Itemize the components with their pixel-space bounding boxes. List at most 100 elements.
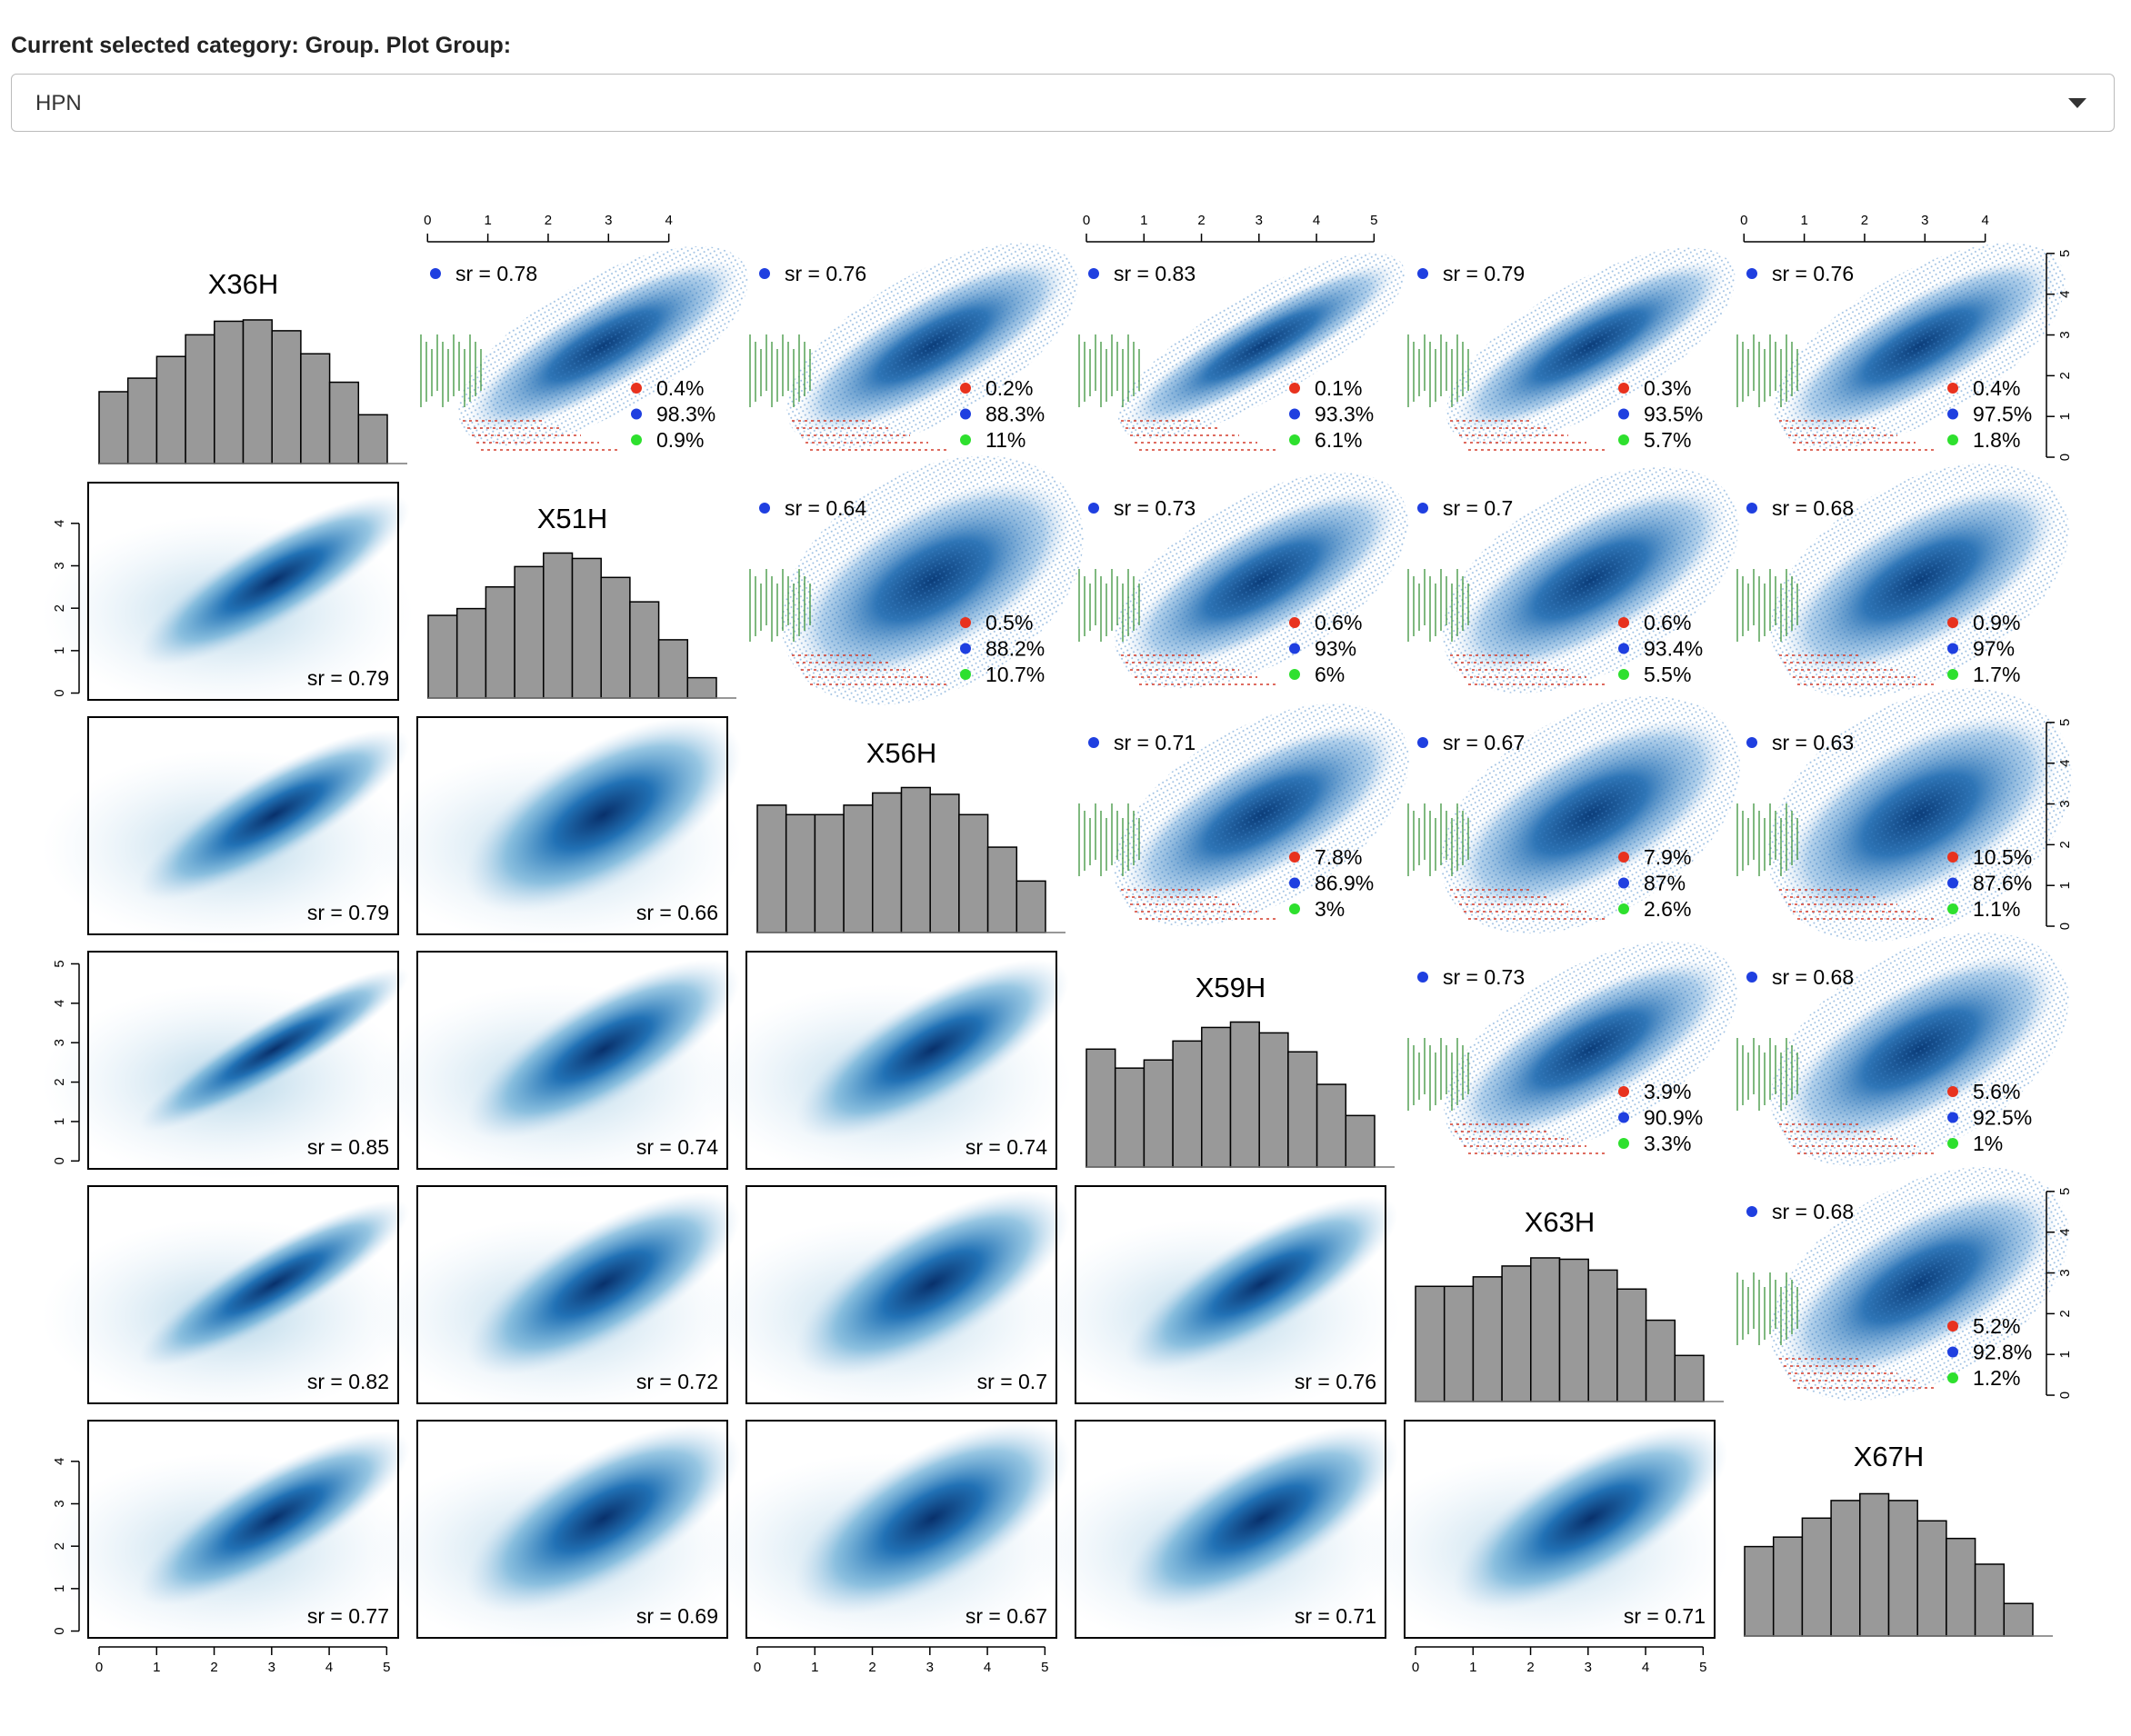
percent-dot (1618, 852, 1629, 863)
tick-label: 2 (210, 1660, 217, 1675)
histogram-bar (242, 319, 273, 464)
tick-label: 1 (1140, 213, 1147, 228)
tick-label: 1 (484, 213, 491, 228)
percent-dot (960, 643, 971, 654)
histogram-bar (1859, 1492, 1890, 1637)
tick-label: 4 (2057, 290, 2073, 297)
histogram-bar (514, 565, 545, 699)
percent-label: 0.6% (1315, 611, 1362, 634)
histogram-bar (543, 552, 574, 699)
histogram-bar (958, 813, 989, 933)
histogram-bar (1172, 1040, 1203, 1168)
histogram-bar (785, 813, 816, 933)
percent-dot (960, 617, 971, 628)
tick-label: 0 (1083, 213, 1090, 228)
histogram-bar (1974, 1563, 2006, 1637)
sr-label: sr = 0.83 (1114, 262, 1196, 285)
density-cloud (465, 1423, 742, 1613)
sr-label: sr = 0.73 (1443, 965, 1525, 989)
percent-dot (631, 434, 642, 445)
percent-label: 3% (1315, 897, 1345, 921)
histogram-bar (427, 614, 458, 699)
percent-dot (1618, 1112, 1629, 1123)
sr-label: sr = 0.71 (1624, 1604, 1706, 1628)
tick-label: 4 (984, 1660, 991, 1675)
percent-dot (1947, 1346, 1958, 1358)
tick-label: 0 (2057, 454, 2073, 461)
histogram-bar (1015, 880, 1046, 933)
percent-label: 7.8% (1315, 845, 1362, 869)
tick-label: 5 (1370, 213, 1377, 228)
percent-label: 3.9% (1644, 1080, 1691, 1103)
histogram-bar (357, 414, 388, 464)
panel-frame (745, 951, 1057, 1170)
percent-label: 90.9% (1644, 1106, 1703, 1130)
percent-label: 5.5% (1644, 663, 1691, 686)
density-cloud (138, 729, 411, 901)
tick-label: 2 (868, 1660, 875, 1675)
scatter-points (1770, 1167, 2069, 1402)
percent-dot (1947, 1138, 1958, 1149)
histogram-bar (629, 601, 660, 699)
histogram-bar (843, 804, 874, 933)
percent-label: 11% (985, 428, 1025, 452)
sr-label: sr = 0.76 (785, 262, 866, 285)
tick-label: 4 (665, 213, 672, 228)
percent-label: 86.9% (1315, 872, 1374, 895)
group-select[interactable]: HPN (11, 74, 2115, 132)
histogram-bar (1143, 1059, 1174, 1168)
percent-label: 0.2% (985, 376, 1033, 400)
density-cloud (139, 967, 410, 1132)
percent-dot (1289, 877, 1300, 889)
variable-name: X51H (537, 503, 608, 534)
scatter-points (1115, 472, 1409, 689)
percent-dot (1947, 1086, 1958, 1097)
sr-label: sr = 0.76 (1295, 1370, 1376, 1393)
percent-dot (1947, 669, 1958, 680)
histogram-bar (1415, 1285, 1446, 1402)
tick-label: 4 (1642, 1660, 1649, 1675)
tick-label: 5 (52, 960, 67, 967)
histogram-bar (1201, 1026, 1232, 1168)
histogram-bar (1645, 1319, 1676, 1402)
tick-label: 3 (605, 213, 612, 228)
percent-dot (631, 408, 642, 420)
tick-label: 4 (52, 1458, 67, 1465)
tick-label: 0 (95, 1660, 103, 1675)
tick-label: 3 (2057, 800, 2073, 807)
histogram-bar (756, 804, 787, 933)
tick-label: 2 (2057, 1310, 2073, 1317)
sr-dot (1088, 268, 1099, 279)
tick-label: 3 (1256, 213, 1263, 228)
tick-label: 0 (1412, 1660, 1419, 1675)
percent-dot (960, 434, 971, 445)
percent-dot (1947, 643, 1958, 654)
tick-label: 3 (2057, 331, 2073, 338)
histogram-bar (2003, 1602, 2034, 1637)
tick-label: 1 (2057, 882, 2073, 889)
tick-label: 2 (545, 213, 552, 228)
scatter-points (1442, 467, 1739, 693)
percent-dot (1618, 1086, 1629, 1097)
scatter-points (786, 243, 1078, 449)
histogram-bar (686, 676, 717, 699)
percent-label: 0.5% (985, 611, 1033, 634)
sr-label: sr = 0.72 (636, 1370, 718, 1393)
tick-label: 4 (2057, 759, 2073, 766)
density-cloud (138, 494, 411, 666)
variable-name: X56H (866, 737, 937, 769)
tick-label: 2 (2057, 372, 2073, 379)
histogram-bar (155, 355, 186, 464)
histogram-bar (1674, 1354, 1705, 1402)
histogram-bar (872, 792, 903, 933)
histogram-bar (986, 846, 1018, 933)
sr-label: sr = 0.67 (965, 1604, 1047, 1628)
histogram-bar (485, 585, 515, 699)
percent-dot (1947, 1112, 1958, 1123)
percent-dot (1618, 1138, 1629, 1149)
percent-label: 92.8% (1973, 1341, 2032, 1364)
tick-label: 0 (754, 1660, 761, 1675)
percent-dot (1618, 383, 1629, 394)
percent-label: 5.7% (1644, 428, 1691, 452)
tick-label: 2 (1861, 213, 1868, 228)
